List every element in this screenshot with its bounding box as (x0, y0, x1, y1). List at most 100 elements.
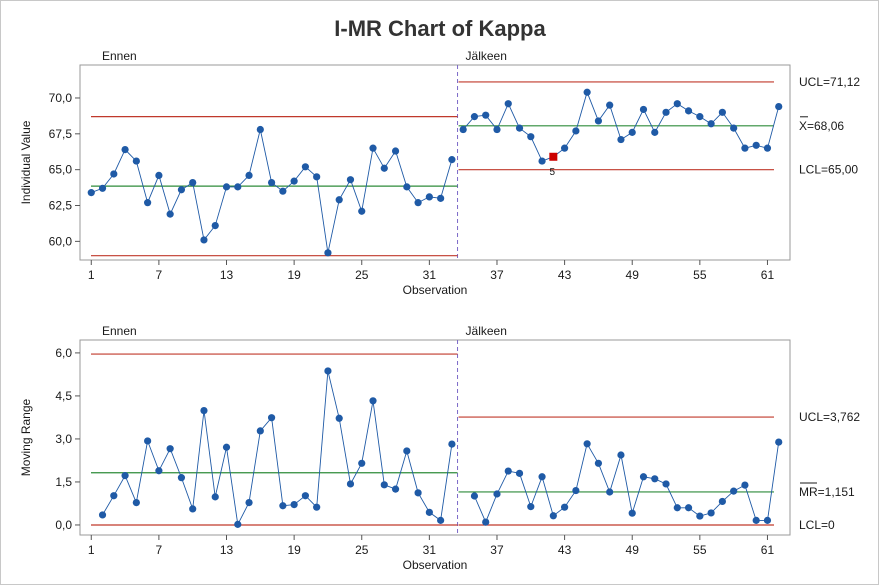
individuals-data-point (189, 178, 197, 187)
individuals-series-line (91, 129, 453, 253)
moving-range-data-point (617, 451, 625, 459)
individuals-data-point (493, 125, 501, 134)
individuals-data-point (425, 193, 433, 201)
moving-range-data-point (403, 447, 411, 455)
individuals-data-point (470, 113, 479, 121)
moving-range-data-point (358, 459, 366, 467)
individuals-data-point (651, 128, 659, 136)
moving-range-x-tick-label: 25 (355, 543, 369, 557)
moving-range-data-point (267, 414, 276, 422)
moving-range-data-point (121, 472, 129, 480)
individuals-data-point (752, 141, 760, 149)
moving-range-data-point (425, 508, 433, 516)
moving-range-plot-area (79, 339, 791, 536)
moving-range-data-point (369, 397, 377, 405)
moving-range-stage-label-after: Jälkeen (466, 324, 507, 338)
moving-range-y-tick-label: 1,5 (55, 475, 72, 489)
moving-range-data-point (155, 467, 163, 475)
moving-range-y-tick-label: 3,0 (55, 432, 72, 446)
moving-range-data-point (684, 504, 693, 512)
moving-range-data-point (98, 511, 107, 519)
moving-range-data-point (707, 509, 715, 517)
moving-range-stage-label-before: Ennen (102, 324, 137, 338)
individuals-x-tick-label: 19 (287, 268, 301, 282)
moving-range-data-point (594, 459, 603, 467)
individuals-data-point (639, 105, 648, 114)
moving-range-data-point (673, 504, 681, 512)
individuals-lcl-label: LCL=65,00 (799, 163, 858, 177)
individuals-data-point (177, 186, 186, 194)
individuals-data-point (448, 156, 456, 164)
individuals-data-point (403, 183, 411, 191)
individuals-data-point (538, 157, 546, 165)
individuals-panel: 60,0 62,5 65,0 67,5 70,0 1 7 13 19 25 31 37 43 49 55 61… (19, 49, 860, 297)
chart-title: I-MR Chart of Kappa (334, 16, 546, 41)
individuals-data-point (504, 100, 512, 108)
moving-range-panel: 0,0 1,5 3,0 4,5 6,0 1 7 13 19 25 31 37 43 49 55 61 Obser… (19, 324, 860, 572)
moving-range-data-point (245, 498, 253, 507)
individuals-data-point (718, 108, 726, 116)
moving-range-x-tick-label: 7 (156, 543, 163, 557)
moving-range-x-tick-label: 49 (626, 543, 640, 557)
moving-range-data-point (380, 481, 388, 489)
individuals-data-point (628, 128, 636, 136)
moving-range-data-point (752, 516, 760, 524)
moving-range-series-line (102, 370, 453, 526)
individuals-data-point (234, 183, 242, 191)
moving-range-x-axis-title: Observation (403, 558, 468, 572)
moving-range-data-point (234, 520, 242, 528)
individuals-data-point (324, 249, 332, 257)
moving-range-x-tick-label: 19 (287, 543, 301, 557)
individuals-data-point (775, 102, 783, 111)
moving-range-y-tick-label: 4,5 (55, 389, 72, 403)
moving-range-center-label: MR=1,151 (799, 485, 855, 499)
moving-range-data-point (741, 481, 749, 489)
individuals-data-point (267, 178, 276, 187)
individuals-data-point (211, 221, 219, 230)
moving-range-data-point (110, 492, 118, 500)
individuals-data-point (696, 113, 704, 121)
individuals-data-point (763, 144, 772, 152)
moving-range-data-point (515, 469, 524, 477)
moving-range-data-point (301, 492, 309, 500)
individuals-data-point (594, 117, 603, 125)
individuals-data-point (583, 88, 591, 96)
individuals-data-point (391, 147, 400, 155)
individuals-data-point (346, 176, 355, 184)
individuals-data-point (482, 111, 490, 119)
individuals-data-point (200, 236, 208, 244)
individuals-data-point (144, 199, 152, 207)
individuals-data-point (572, 127, 580, 135)
individuals-data-point (741, 144, 749, 152)
individuals-data-point (662, 108, 670, 116)
individuals-stage-label-before: Ennen (102, 49, 137, 63)
individuals-y-axis-title: Individual Value (19, 120, 33, 204)
moving-range-data-point (504, 467, 512, 475)
individuals-data-point (527, 133, 535, 141)
individuals-x-tick-label: 43 (558, 268, 572, 282)
individuals-data-point (730, 124, 738, 132)
moving-range-data-point (583, 440, 591, 448)
individuals-x-tick-label: 37 (490, 268, 504, 282)
individuals-data-point (222, 183, 231, 191)
individuals-y-tick-label: 62,5 (49, 199, 73, 213)
individuals-flagged-point (549, 152, 558, 161)
moving-range-data-point (189, 505, 197, 513)
individuals-data-point (684, 107, 693, 115)
moving-range-data-point (335, 414, 343, 422)
moving-range-data-point (391, 485, 400, 493)
moving-range-data-point (662, 480, 670, 488)
moving-range-data-point (177, 474, 186, 482)
individuals-data-point (437, 194, 445, 202)
moving-range-data-point (211, 493, 219, 501)
moving-range-data-point (256, 427, 264, 435)
individuals-center-label: X=68,06 (799, 119, 844, 133)
moving-range-data-point (448, 440, 456, 448)
individuals-data-point (606, 101, 614, 109)
moving-range-data-point (166, 445, 174, 453)
individuals-data-point (279, 187, 287, 195)
individuals-data-point (561, 144, 569, 152)
individuals-data-point (617, 135, 625, 144)
individuals-x-tick-label: 1 (88, 268, 95, 282)
